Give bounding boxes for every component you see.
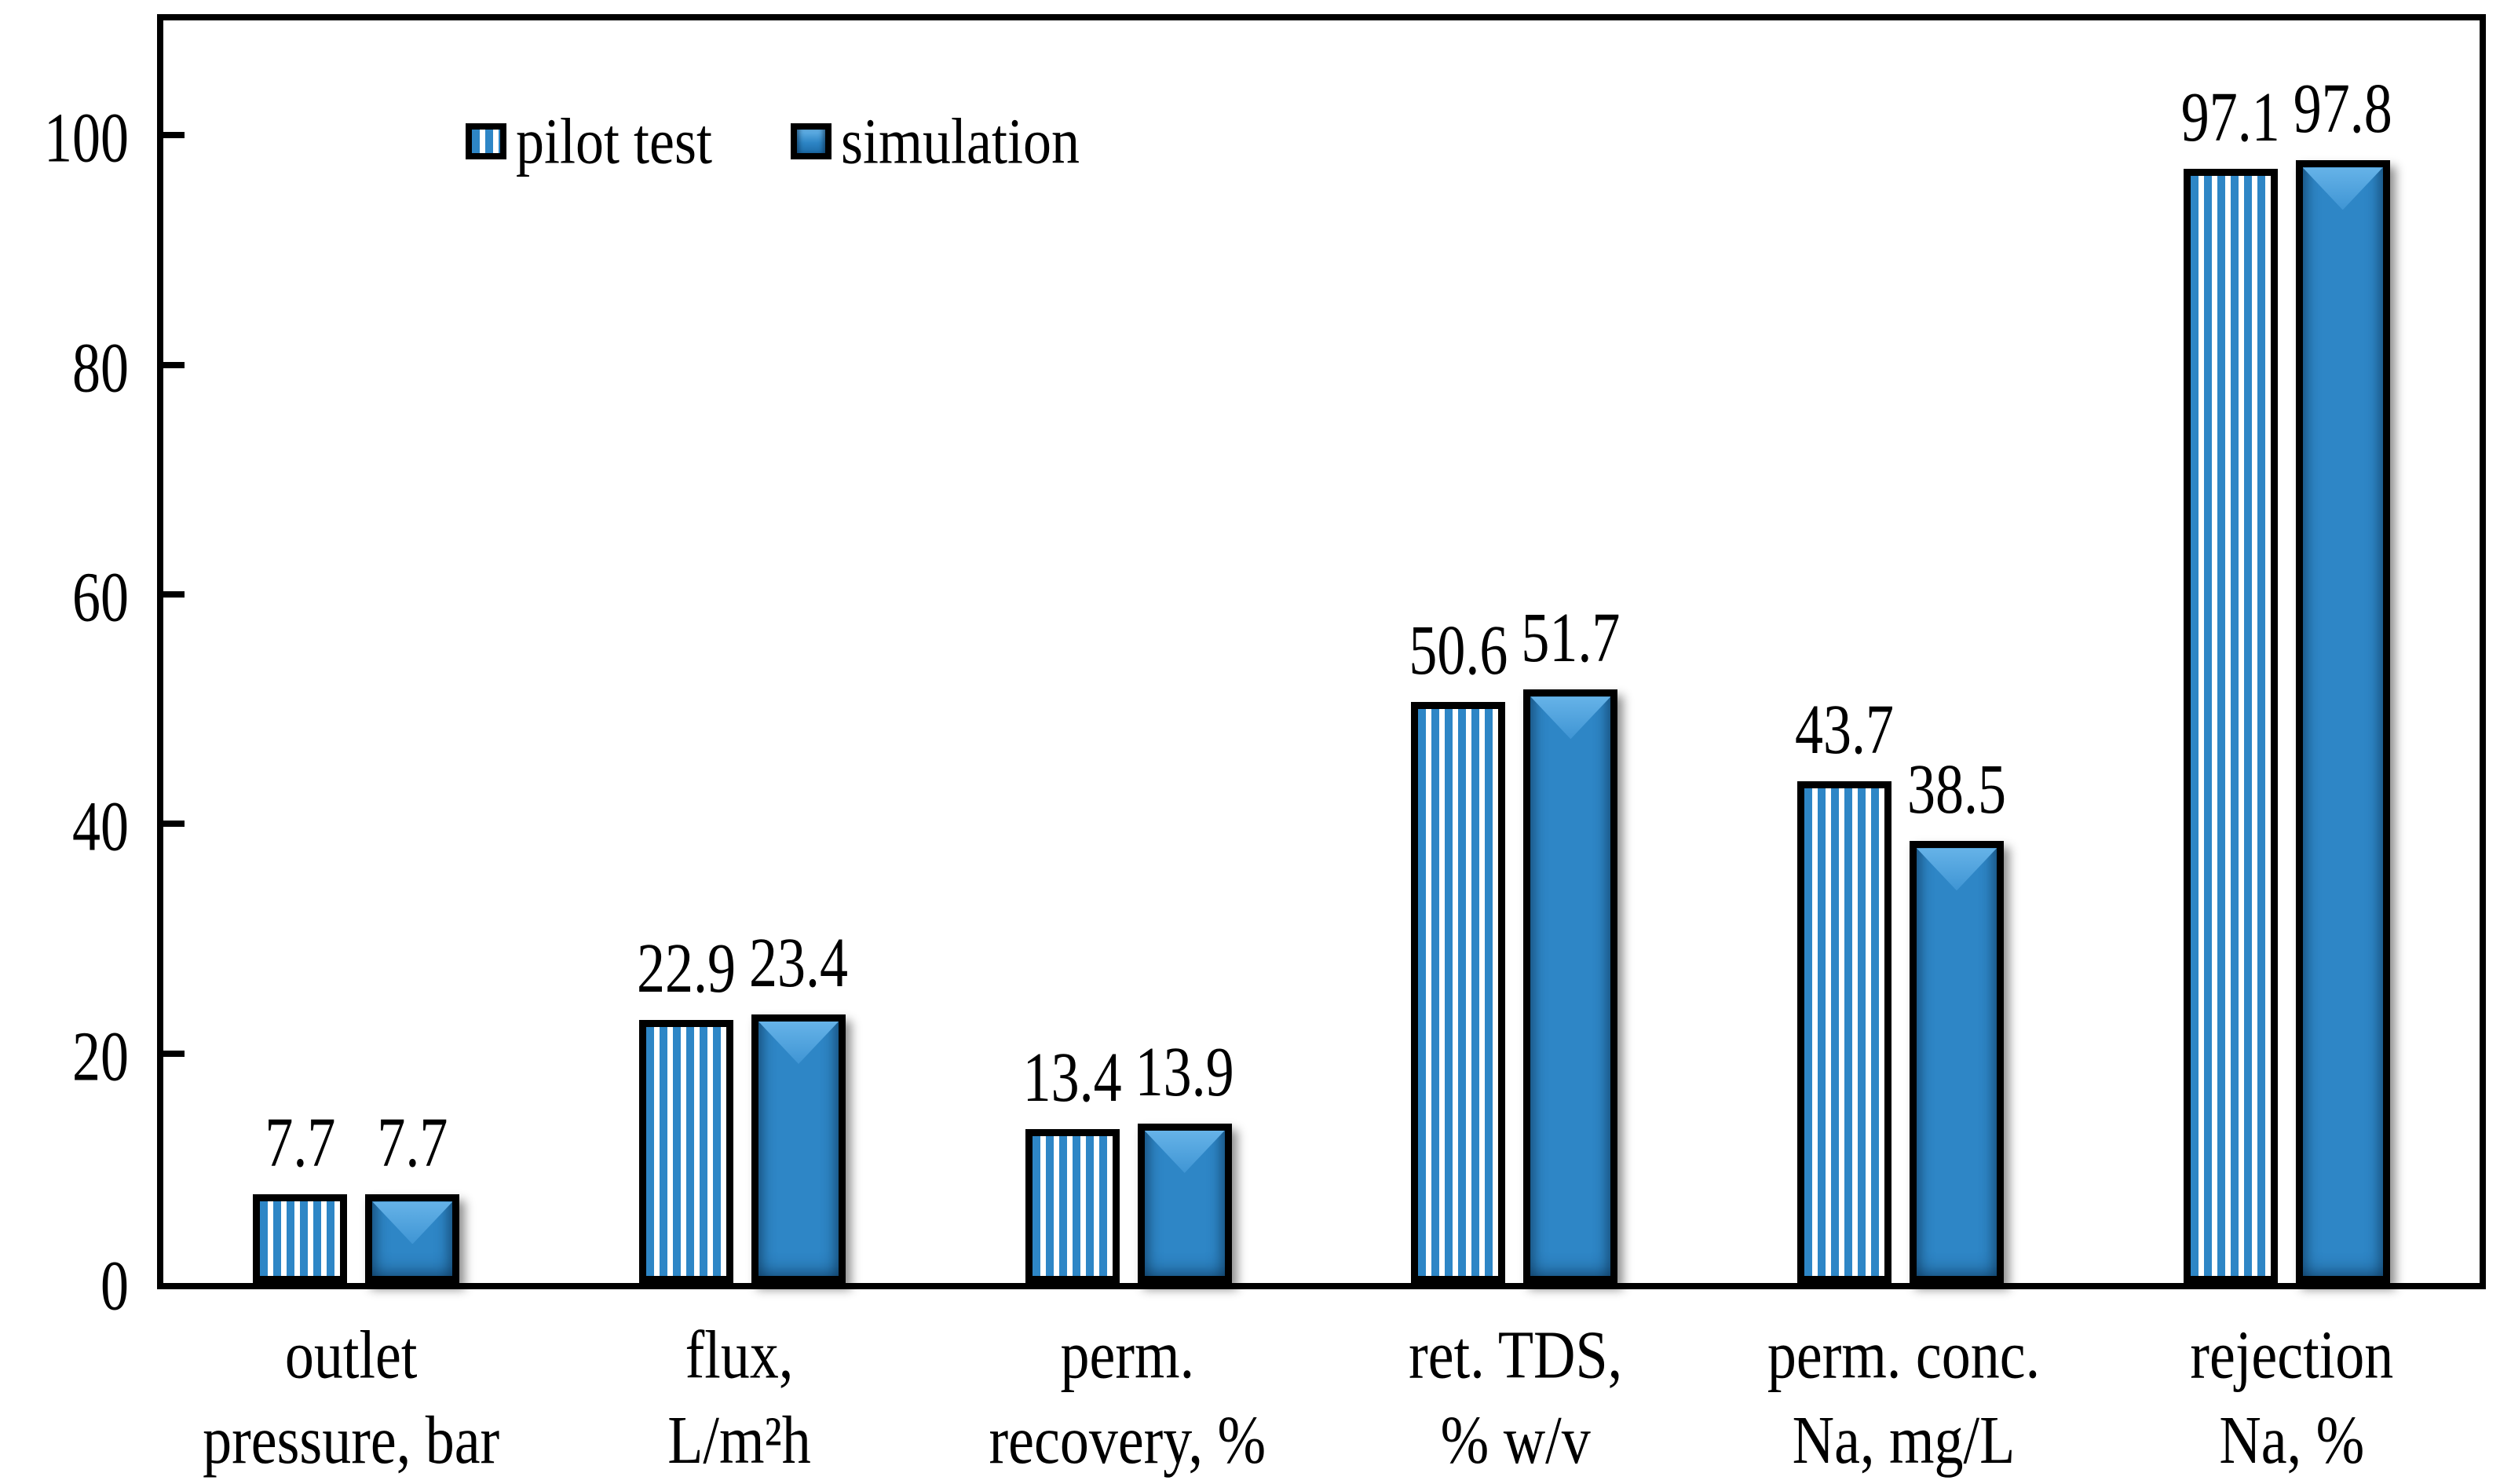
y-axis-tick-labels: 0 20 40 60 80 100 xyxy=(0,20,129,1321)
bar-value-label: 50.6 xyxy=(1409,611,1508,690)
y-axis-tick xyxy=(163,132,185,139)
bar-simulation-4: 51.7 xyxy=(1521,602,1620,1283)
bar-simulation-5: 38.5 xyxy=(1907,754,2006,1283)
bar-value-label: 13.4 xyxy=(1022,1038,1122,1117)
legend-item-simulation: simulation xyxy=(791,109,1080,174)
bar-simulation-3: 13.9 xyxy=(1135,1036,1234,1283)
bar-value-label: 7.7 xyxy=(265,1103,336,1182)
y-axis-tick xyxy=(163,361,185,368)
bar-simulation-2: 23.4 xyxy=(749,927,848,1283)
y-axis-tick xyxy=(163,590,185,598)
bar-value-label: 43.7 xyxy=(1795,690,1895,769)
bar-pilot-test-4: 50.6 xyxy=(1409,615,1508,1283)
y-axis-tick xyxy=(163,1050,185,1057)
bar-group-2: 22.9 23.4 xyxy=(550,20,936,1283)
x-axis-category-label: rejection Na, % xyxy=(2190,1317,2394,1479)
x-axis-category-labels: outlet pressure, bar flux, L/m²h perm. recove… xyxy=(157,1313,2486,1479)
legend-item-pilot-test: pilot test xyxy=(466,109,712,174)
bar-value-label: 23.4 xyxy=(749,923,848,1002)
y-axis-tick xyxy=(163,821,185,828)
y-axis-tick-label: 80 xyxy=(72,328,129,408)
bar-group-1: 7.7 7.7 xyxy=(163,20,550,1283)
bar-groups: 7.7 7.7 22.9 23.4 13.4 13.9 50.6 51.7 43.7 38.5 97… xyxy=(163,20,2480,1283)
bar-value-label: 7.7 xyxy=(377,1103,448,1182)
bar-group-5: 43.7 38.5 xyxy=(1708,20,2094,1283)
bar-pilot-test-5: 43.7 xyxy=(1795,694,1894,1283)
plot-area: 7.7 7.7 22.9 23.4 13.4 13.9 50.6 51.7 43.7 38.5 97… xyxy=(157,14,2486,1289)
plot-inner: 7.7 7.7 22.9 23.4 13.4 13.9 50.6 51.7 43.7 38.5 97… xyxy=(163,20,2480,1283)
bar-group-3: 13.4 13.9 xyxy=(935,20,1321,1283)
bar-pilot-test-1: 7.7 xyxy=(253,1107,348,1283)
y-axis-tick-label: 0 xyxy=(101,1246,129,1325)
bar-group-6: 97.1 97.8 xyxy=(2093,20,2480,1283)
y-axis-tick-label: 60 xyxy=(72,557,129,637)
bar-simulation-6: 97.8 xyxy=(2294,73,2392,1283)
y-axis-tick-label: 20 xyxy=(72,1017,129,1096)
bar-group-4: 50.6 51.7 xyxy=(1321,20,1708,1283)
x-axis-category-label: outlet pressure, bar xyxy=(203,1317,500,1479)
bar-pilot-test-2: 22.9 xyxy=(637,933,736,1283)
legend: pilot test simulation xyxy=(466,109,1080,174)
bar-value-label: 13.9 xyxy=(1135,1032,1234,1111)
legend-label-simulation: simulation xyxy=(841,105,1080,177)
x-axis-category-label: ret. TDS,% w/v xyxy=(1409,1317,1623,1479)
x-axis-category-label: flux, L/m²h xyxy=(667,1317,811,1479)
bar-simulation-1: 7.7 xyxy=(365,1107,460,1283)
bar-value-label: 51.7 xyxy=(1521,598,1621,678)
bar-pilot-test-3: 13.4 xyxy=(1023,1042,1122,1283)
bar-value-label: 38.5 xyxy=(1907,750,2007,829)
bar-value-label: 97.1 xyxy=(2180,77,2280,156)
bar-value-label: 97.8 xyxy=(2293,69,2392,148)
y-axis-tick-label: 100 xyxy=(44,98,129,177)
legend-label-pilot-test: pilot test xyxy=(516,105,712,177)
x-axis-category-label: perm. conc. Na, mg/L xyxy=(1767,1317,2041,1479)
bar-pilot-test-6: 97.1 xyxy=(2181,82,2280,1283)
bar-value-label: 22.9 xyxy=(637,929,736,1008)
x-axis-category-label: perm. recovery, % xyxy=(989,1317,1266,1479)
simulation-swatch-icon xyxy=(791,123,832,159)
pilot-test-swatch-icon xyxy=(466,123,506,159)
y-axis-tick-label: 40 xyxy=(72,787,129,866)
